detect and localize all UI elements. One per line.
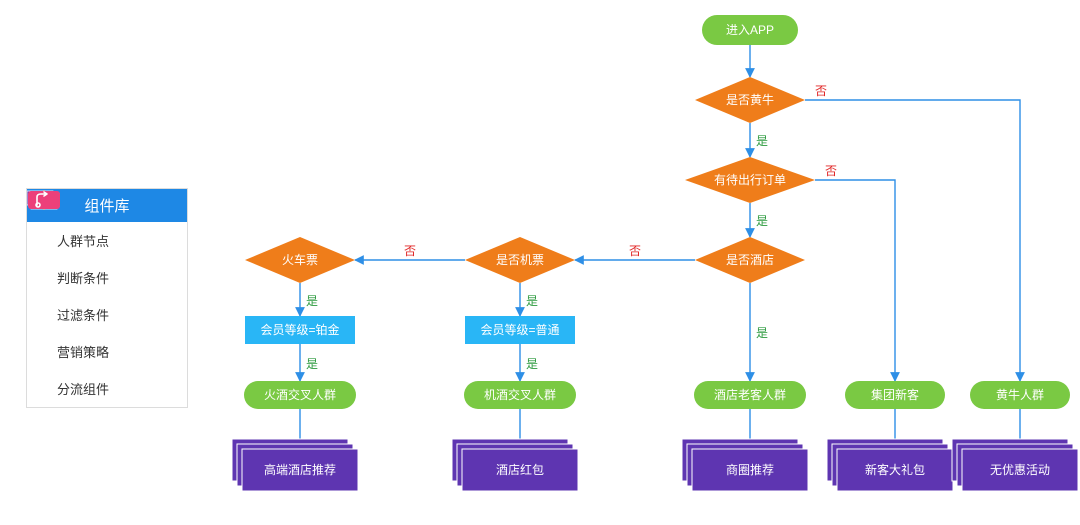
node-label: 是否酒店 <box>726 253 774 267</box>
edge-label: 否 <box>629 242 641 259</box>
edge-label: 否 <box>815 82 827 99</box>
legend-item-label: 分流组件 <box>57 379 109 398</box>
edge-label: 是 <box>526 355 538 372</box>
node-g_flight: 机酒交叉人群 <box>464 381 576 409</box>
legend-item-label: 人群节点 <box>57 231 109 250</box>
node-label: 火酒交叉人群 <box>264 387 336 402</box>
node-g_train: 火酒交叉人群 <box>244 381 356 409</box>
node-g_hotel: 酒店老客人群 <box>694 381 806 409</box>
node-d_flight: 是否机票 <box>465 237 575 283</box>
legend-item: 过滤条件 <box>27 296 187 333</box>
node-d_train: 火车票 <box>245 237 355 283</box>
legend-item-label: 过滤条件 <box>57 305 109 324</box>
legend-item-label: 营销策略 <box>57 342 109 361</box>
node-d_hotel: 是否酒店 <box>695 237 805 283</box>
edge-label: 是 <box>756 324 768 341</box>
node-start: 进入APP <box>702 15 798 45</box>
node-label: 进入APP <box>726 23 774 37</box>
node-f_norm: 会员等级=普通 <box>465 316 575 344</box>
node-g_hn: 黄牛人群 <box>970 381 1070 409</box>
node-d_trip: 有待出行订单 <box>685 157 815 203</box>
node-s_flight: 酒店红包 <box>452 439 578 491</box>
edge-label: 是 <box>306 355 318 372</box>
node-g_new: 集团新客 <box>845 381 945 409</box>
legend-panel: 组件库 人群节点判断条件过滤条件营销策略分流组件 <box>26 188 188 408</box>
node-f_plat: 会员等级=铂金 <box>245 316 355 344</box>
node-label: 酒店红包 <box>496 462 544 477</box>
node-s_train: 高端酒店推荐 <box>232 439 358 491</box>
node-label: 酒店老客人群 <box>714 387 786 402</box>
edge-label: 是 <box>756 132 768 149</box>
node-s_hn: 无优惠活动 <box>952 439 1078 491</box>
legend-body: 人群节点判断条件过滤条件营销策略分流组件 <box>27 222 187 407</box>
legend-item: 人群节点 <box>27 222 187 259</box>
edge <box>805 100 1020 381</box>
edge-label: 否 <box>404 242 416 259</box>
node-label: 新客大礼包 <box>865 462 925 477</box>
edge-label: 是 <box>526 292 538 309</box>
node-label: 会员等级=铂金 <box>260 322 339 337</box>
node-s_new: 新客大礼包 <box>827 439 953 491</box>
node-d_hn: 是否黄牛 <box>695 77 805 123</box>
edge-label: 否 <box>825 162 837 179</box>
edge-label: 是 <box>306 292 318 309</box>
edge <box>815 180 895 381</box>
legend-item: 判断条件 <box>27 259 187 296</box>
node-label: 高端酒店推荐 <box>264 462 336 477</box>
legend-item-label: 判断条件 <box>57 268 109 287</box>
node-label: 会员等级=普通 <box>480 323 559 337</box>
node-label: 黄牛人群 <box>996 387 1044 402</box>
node-label: 火车票 <box>282 252 318 267</box>
node-label: 集团新客 <box>871 387 919 402</box>
node-label: 有待出行订单 <box>714 173 786 187</box>
legend-item: 分流组件 <box>27 370 187 407</box>
node-label: 是否黄牛 <box>726 92 774 107</box>
node-label: 无优惠活动 <box>990 463 1050 477</box>
legend-item: 营销策略 <box>27 333 187 370</box>
node-label: 是否机票 <box>496 253 544 267</box>
node-label: 机酒交叉人群 <box>484 387 556 402</box>
fork-icon <box>27 189 61 211</box>
node-label: 商圈推荐 <box>726 462 774 477</box>
node-s_hotel: 商圈推荐 <box>682 439 808 491</box>
edge-label: 是 <box>756 212 768 229</box>
